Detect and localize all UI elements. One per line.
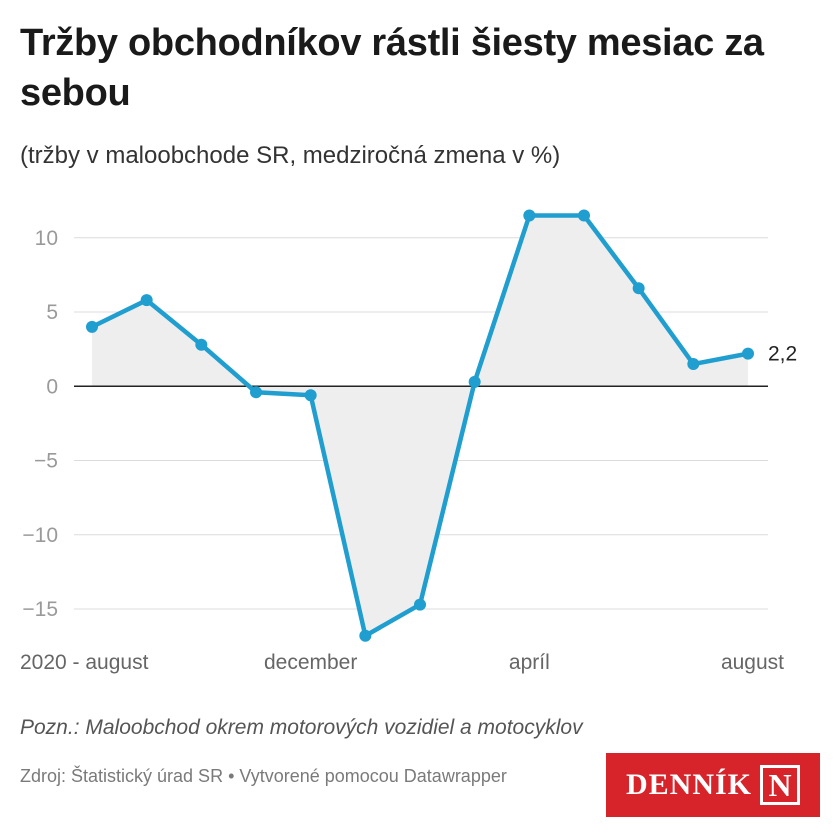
data-point (86, 320, 98, 333)
y-tick-layer: 10 5 0 −5 −10 −15 (22, 227, 58, 621)
area-fill (92, 215, 748, 636)
area-layer (92, 215, 748, 636)
last-value-label: 2,2 (768, 343, 797, 366)
data-point (195, 338, 208, 351)
data-point (414, 598, 426, 611)
data-point (250, 386, 262, 399)
chart-subtitle: (tržby v maloobchode SR, medziročná zmen… (20, 142, 561, 169)
data-point (304, 389, 317, 402)
chart-title: Tržby obchodníkov rástli šiesty mesiac z… (20, 22, 764, 114)
data-point (632, 282, 645, 295)
x-tick-layer: 2020 - august december apríl august (20, 651, 784, 674)
data-point (687, 358, 700, 371)
point-layer (86, 209, 754, 642)
data-point (468, 375, 481, 388)
x-tick-label: august (721, 651, 784, 674)
logo-text: DENNÍK (625, 768, 752, 801)
line-chart: 10 5 0 −5 −10 −15 2020 - august december apríl a… (20, 209, 797, 674)
data-point (359, 629, 372, 642)
data-point (578, 209, 590, 222)
y-tick-label: 10 (35, 227, 58, 250)
dennik-n-logo[interactable]: DENNÍK N (606, 753, 820, 817)
y-tick-label: −5 (34, 450, 58, 473)
y-tick-label: 5 (46, 301, 58, 324)
data-point (523, 209, 536, 222)
chart-note: Pozn.: Maloobchod okrem motorových vozid… (20, 716, 583, 739)
data-point (140, 294, 153, 307)
x-tick-label: apríl (509, 651, 550, 674)
x-tick-label: 2020 - august (20, 651, 149, 674)
y-tick-label: −10 (22, 524, 58, 547)
chart-source: Zdroj: Štatistický úrad SR • Vytvorené p… (20, 766, 507, 786)
y-tick-label: −15 (22, 598, 58, 621)
data-point (742, 347, 754, 360)
value-label-layer: 2,2 (768, 343, 797, 366)
x-tick-label: december (264, 651, 357, 674)
y-tick-label: 0 (46, 375, 58, 398)
logo-n-icon: N (760, 765, 800, 805)
